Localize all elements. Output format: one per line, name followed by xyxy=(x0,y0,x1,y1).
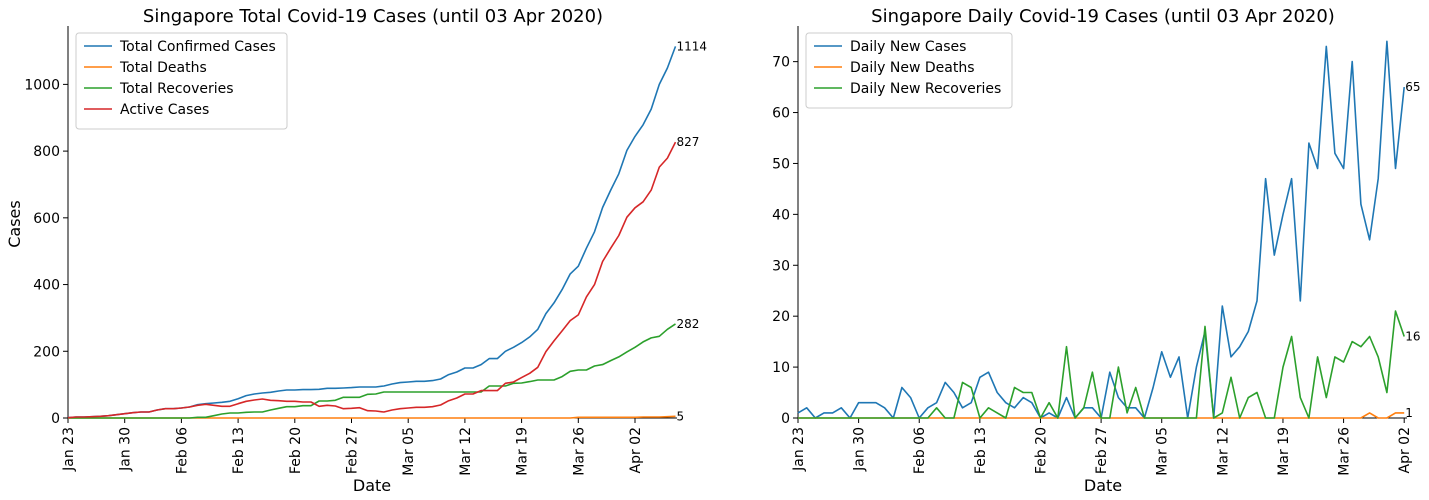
x-tick-label: Feb 27 xyxy=(345,427,361,474)
legend: Total Confirmed Cases Total Deaths Total R… xyxy=(75,32,288,130)
y-tick-label: 20 xyxy=(772,309,790,325)
x-tick-label: Mar 26 xyxy=(1337,427,1353,476)
y-tick-label: 400 xyxy=(33,278,60,294)
end-value-label: 1 xyxy=(1405,406,1413,420)
series-lines xyxy=(67,46,677,419)
axis-ticks: 0 10 20 30 40 50 60 70 Jan 23 Jan 30 Feb 06 Feb 13 F… xyxy=(772,55,1413,476)
x-tick-label: Apr 02 xyxy=(628,427,644,473)
x-tick-label: Mar 26 xyxy=(571,427,587,476)
x-tick-label: Jan 23 xyxy=(791,427,807,472)
chart-title: Singapore Daily Covid-19 Cases (until 03… xyxy=(871,6,1335,27)
y-tick-label: 30 xyxy=(772,258,790,274)
x-tick-label: Feb 20 xyxy=(1033,427,1049,474)
y-tick-label: 40 xyxy=(772,207,790,223)
y-tick-label: 50 xyxy=(772,156,790,172)
y-tick-label: 60 xyxy=(772,106,790,122)
series-line-2 xyxy=(798,310,1405,419)
y-tick-label: 1000 xyxy=(24,77,60,93)
axis-ticks: 0 200 400 600 800 1000 Jan 23 Jan 30 Feb 06 Feb 1… xyxy=(24,77,644,475)
x-tick-label: Mar 19 xyxy=(1276,427,1292,476)
y-tick-label: 10 xyxy=(772,360,790,376)
y-tick-label: 70 xyxy=(772,55,790,71)
x-tick-label: Feb 06 xyxy=(174,427,190,474)
x-tick-label: Apr 02 xyxy=(1397,427,1413,473)
x-tick-label: Feb 06 xyxy=(912,427,928,474)
legend-label: Total Confirmed Cases xyxy=(119,39,276,55)
end-value-label: 65 xyxy=(1405,80,1420,94)
legend-box xyxy=(805,32,1013,109)
x-tick-label: Mar 12 xyxy=(1215,427,1231,476)
legend-label: Total Deaths xyxy=(119,60,207,76)
x-tick-label: Jan 23 xyxy=(61,427,77,472)
x-tick-label: Feb 13 xyxy=(973,427,989,474)
end-value-label: 1114 xyxy=(677,39,708,53)
y-tick-label: 0 xyxy=(781,411,790,427)
x-tick-label: Mar 05 xyxy=(401,427,417,476)
legend: Daily New Cases Daily New Deaths Daily New… xyxy=(805,32,1013,109)
series-lines xyxy=(797,40,1405,419)
series-line-2 xyxy=(68,323,676,419)
legend-label: Daily New Deaths xyxy=(850,60,975,76)
end-labels: 1114 5 282 827 xyxy=(677,39,708,423)
y-tick-label: 200 xyxy=(33,344,60,360)
x-tick-label: Mar 05 xyxy=(1155,427,1171,476)
y-axis-label: Cases xyxy=(5,200,24,248)
series-line-3 xyxy=(67,141,677,419)
legend-label: Total Recoveries xyxy=(119,81,234,97)
x-tick-label: Jan 30 xyxy=(118,427,134,472)
end-value-label: 5 xyxy=(677,409,685,423)
total-cases-panel: Singapore Total Covid-19 Cases (until 03… xyxy=(5,6,707,495)
x-axis-label: Date xyxy=(353,476,391,495)
x-tick-label: Feb 13 xyxy=(231,427,247,474)
x-tick-label: Mar 19 xyxy=(515,427,531,476)
x-tick-label: Feb 27 xyxy=(1094,427,1110,474)
end-value-label: 282 xyxy=(677,317,700,331)
x-axis-label: Date xyxy=(1084,476,1122,495)
end-labels: 65 1 16 xyxy=(1405,80,1420,420)
x-tick-label: Feb 20 xyxy=(288,427,304,474)
legend-label: Active Cases xyxy=(120,102,209,118)
chart-title: Singapore Total Covid-19 Cases (until 03… xyxy=(143,6,603,27)
y-tick-label: 800 xyxy=(33,144,60,160)
legend-label: Daily New Recoveries xyxy=(850,81,1001,97)
legend-label: Daily New Cases xyxy=(850,39,966,55)
x-tick-label: Mar 12 xyxy=(458,427,474,476)
y-tick-label: 600 xyxy=(33,211,60,227)
x-tick-label: Jan 30 xyxy=(852,427,868,472)
end-value-label: 827 xyxy=(677,135,700,149)
legend-box xyxy=(75,32,288,130)
end-value-label: 16 xyxy=(1405,330,1420,344)
daily-cases-panel: Singapore Daily Covid-19 Cases (until 03… xyxy=(772,6,1420,495)
y-tick-label: 0 xyxy=(51,411,60,427)
